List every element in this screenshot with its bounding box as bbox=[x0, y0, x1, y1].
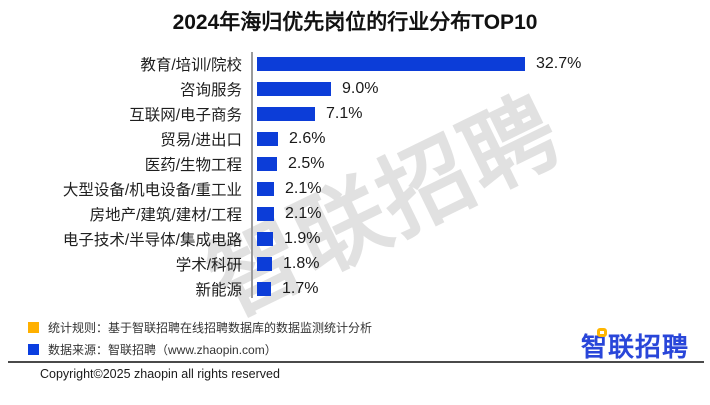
chart-row: 医药/生物工程 2.5% bbox=[0, 151, 710, 176]
bar bbox=[257, 106, 315, 121]
value-label: 7.1% bbox=[326, 104, 363, 122]
zhaopin-logo-accent-icon bbox=[596, 328, 607, 337]
chart-rows: 教育/培训/院校 32.7% 咨询服务 9.0% 互联网/电子商务 7.1% 贸… bbox=[0, 51, 710, 301]
value-label: 2.5% bbox=[288, 154, 325, 172]
bar bbox=[257, 256, 272, 271]
footer-divider bbox=[8, 361, 704, 363]
legend-note-rules-text: 统计规则：基于智联招聘在线招聘数据库的数据监测统计分析 bbox=[48, 321, 373, 335]
value-label: 1.7% bbox=[282, 279, 319, 297]
chart-title: 2024年海归优先岗位的行业分布TOP10 bbox=[172, 11, 538, 34]
category-label: 大型设备/机电设备/重工业 bbox=[62, 181, 242, 199]
bar bbox=[257, 281, 271, 296]
chart-row: 电子技术/半导体/集成电路 1.9% bbox=[0, 226, 710, 251]
bar bbox=[257, 206, 274, 221]
copyright-text: Copyright©2025 zhaopin all rights reserv… bbox=[40, 367, 280, 381]
chart-row: 教育/培训/院校 32.7% bbox=[0, 51, 710, 76]
y-axis-line bbox=[251, 52, 253, 298]
value-label: 1.9% bbox=[284, 229, 321, 247]
category-label: 贸易/进出口 bbox=[160, 131, 242, 149]
bar bbox=[257, 131, 278, 146]
value-label: 32.7% bbox=[536, 54, 582, 72]
chart-row: 互联网/电子商务 7.1% bbox=[0, 101, 710, 126]
category-label: 新能源 bbox=[195, 281, 242, 299]
bar-chart: 教育/培训/院校 32.7% 咨询服务 9.0% 互联网/电子商务 7.1% 贸… bbox=[0, 51, 710, 301]
chart-row: 房地产/建筑/建材/工程 2.1% bbox=[0, 201, 710, 226]
value-label: 2.1% bbox=[285, 179, 322, 197]
value-label: 2.6% bbox=[289, 129, 326, 147]
value-label: 1.8% bbox=[283, 254, 320, 272]
bar bbox=[257, 81, 331, 96]
category-label: 电子技术/半导体/集成电路 bbox=[62, 231, 242, 249]
category-label: 房地产/建筑/建材/工程 bbox=[89, 206, 242, 224]
category-label: 医药/生物工程 bbox=[144, 156, 242, 174]
chart-row: 新能源 1.7% bbox=[0, 276, 710, 301]
category-label: 教育/培训/院校 bbox=[140, 56, 242, 74]
bar bbox=[257, 181, 274, 196]
chart-row: 咨询服务 9.0% bbox=[0, 76, 710, 101]
chart-row: 学术/科研 1.8% bbox=[0, 251, 710, 276]
zhaopin-logo-text: 智联招聘 bbox=[580, 332, 689, 362]
bar bbox=[257, 231, 273, 246]
category-label: 咨询服务 bbox=[179, 81, 242, 99]
value-label: 9.0% bbox=[342, 79, 379, 97]
category-label: 学术/科研 bbox=[175, 256, 242, 274]
zhaopin-logo: 智联招聘 bbox=[581, 327, 689, 364]
blue-swatch-icon bbox=[28, 344, 39, 355]
legend-note-rules: 统计规则：基于智联招聘在线招聘数据库的数据监测统计分析 bbox=[28, 319, 372, 336]
chart-row: 贸易/进出口 2.6% bbox=[0, 126, 710, 151]
value-label: 2.1% bbox=[285, 204, 322, 222]
bar bbox=[257, 156, 277, 171]
category-label: 互联网/电子商务 bbox=[129, 106, 242, 124]
legend-note-source-text: 数据来源：智联招聘（www.zhaopin.com） bbox=[48, 343, 277, 357]
orange-swatch-icon bbox=[28, 322, 39, 333]
legend-note-source: 数据来源：智联招聘（www.zhaopin.com） bbox=[28, 341, 277, 358]
chart-row: 大型设备/机电设备/重工业 2.1% bbox=[0, 176, 710, 201]
bar bbox=[257, 56, 525, 71]
